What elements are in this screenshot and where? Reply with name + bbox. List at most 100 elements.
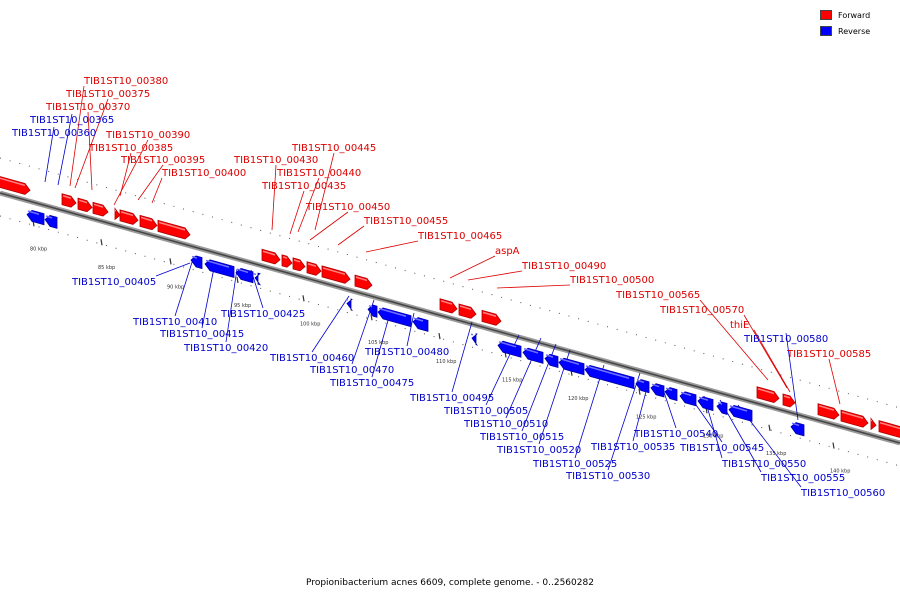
leader-line <box>365 240 419 253</box>
reverse-gene-arrow <box>190 255 203 270</box>
reverse-gene-arrow <box>664 387 678 402</box>
gene-label-tib1st10-00405: TIB1ST10_00405 <box>71 277 156 288</box>
reverse-gene-arrow-highlight <box>665 387 673 391</box>
gene-label-tib1st10-00470: TIB1ST10_00470 <box>309 365 394 376</box>
gene-arrows <box>0 176 900 438</box>
gene-label-tib1st10-00465: TIB1ST10_00465 <box>417 231 502 242</box>
kbp-tick-mark <box>832 442 835 449</box>
kbp-ticks: 80 kbp 85 kbp 90 kbp 95 kbp 100 kbp 105 kbp 11… <box>30 220 850 475</box>
leader-line <box>225 268 238 343</box>
reverse-gene-arrow <box>254 272 261 286</box>
leader-line <box>113 139 149 206</box>
legend-label-reverse: Reverse <box>838 26 871 36</box>
reverse-gene-arrow-highlight <box>498 341 517 348</box>
gene-labels: TIB1ST10_00380 TIB1ST10_00375 TIB1ST10_003… <box>11 76 885 499</box>
kbp-tick-label: 80 kbp <box>30 246 47 252</box>
kbp-tick-mark <box>638 388 641 395</box>
gene-label-tib1st10-00540: TIB1ST10_00540 <box>633 429 718 440</box>
leader-line <box>314 152 335 231</box>
forward-gene-arrow <box>870 417 877 431</box>
reverse-gene-arrow-highlight <box>378 307 407 317</box>
reverse-gene-arrow-highlight <box>698 396 709 401</box>
gene-label-tib1st10-00480: TIB1ST10_00480 <box>364 347 449 358</box>
leader-line <box>151 177 163 204</box>
gene-label-tib1st10-00560: TIB1ST10_00560 <box>800 488 885 499</box>
reverse-gene-arrow-highlight <box>45 215 53 219</box>
kbp-tick-mark <box>236 276 239 284</box>
gene-label-aspa: aspA <box>495 246 520 257</box>
leader-line <box>119 152 132 197</box>
forward-gene-arrow-highlight <box>783 395 791 399</box>
reverse-gene-arrow-highlight <box>252 273 257 276</box>
gene-label-tib1st10-00435: TIB1ST10_00435 <box>261 181 346 192</box>
forward-gene-arrow-highlight <box>158 221 186 231</box>
gene-label-tib1st10-00555: TIB1ST10_00555 <box>760 473 845 484</box>
gene-label-thie: thiE <box>730 320 749 331</box>
gene-label-tib1st10-00365: TIB1ST10_00365 <box>29 115 114 126</box>
gene-label-tib1st10-00525: TIB1ST10_00525 <box>532 459 617 470</box>
forward-swatch <box>820 10 832 20</box>
leader-line <box>174 255 195 317</box>
forward-gene-arrow-highlight <box>0 177 26 187</box>
legend-label-forward: Forward <box>838 10 871 20</box>
legend: Forward Reverse <box>820 8 890 40</box>
genome-title: Propionibacterium acnes 6609, complete g… <box>306 578 594 588</box>
gene-label-tib1st10-00580: TIB1ST10_00580 <box>743 334 828 345</box>
reverse-gene-arrow-highlight <box>717 401 723 405</box>
gene-label-tib1st10-00450: TIB1ST10_00450 <box>305 202 390 213</box>
reverse-gene-arrow <box>497 340 522 358</box>
forward-gene-arrow-highlight <box>757 388 775 395</box>
reverse-gene-arrow <box>377 307 412 328</box>
gene-label-tib1st10-00545: TIB1ST10_00545 <box>679 443 764 454</box>
gene-label-tib1st10-00460: TIB1ST10_00460 <box>269 353 354 364</box>
kbp-tick-label: 120 kbp <box>568 396 588 402</box>
leader-line <box>57 113 73 186</box>
forward-gene-arrow <box>878 420 900 438</box>
gene-label-tib1st10-00425: TIB1ST10_00425 <box>220 309 305 320</box>
reverse-gene-arrow <box>471 333 478 346</box>
forward-gene-arrow-highlight <box>355 276 368 282</box>
reverse-gene-arrow <box>522 347 544 364</box>
gene-label-tib1st10-00415: TIB1ST10_00415 <box>159 329 244 340</box>
kbp-tick-label: 105 kbp <box>368 340 388 346</box>
gene-label-tib1st10-00570: TIB1ST10_00570 <box>659 305 744 316</box>
gene-label-tib1st10-00370: TIB1ST10_00370 <box>45 102 130 113</box>
forward-gene-arrow-highlight <box>282 256 288 259</box>
reverse-gene-arrow <box>412 317 429 332</box>
forward-gene-arrow-highlight <box>841 411 864 419</box>
gene-label-tib1st10-00390: TIB1ST10_00390 <box>105 130 190 141</box>
kbp-tick-label: 130 kbp <box>703 433 723 439</box>
leader-line <box>44 126 55 183</box>
leader-line <box>632 383 649 442</box>
reverse-gene-arrow <box>635 379 650 394</box>
reverse-gene-arrow-highlight <box>191 255 198 259</box>
gene-label-tib1st10-00385: TIB1ST10_00385 <box>88 143 173 154</box>
leader-line <box>743 314 788 389</box>
leader-line <box>155 262 191 277</box>
legend-item-reverse: Reverse <box>820 24 890 38</box>
reverse-gene-arrow-highlight <box>413 317 424 322</box>
leader-line <box>74 98 109 189</box>
kbp-tick-label: 125 kbp <box>636 415 656 421</box>
leader-line <box>467 270 523 281</box>
leader-line <box>87 111 93 191</box>
forward-gene-arrow-highlight <box>93 203 104 208</box>
genome-backbone-core <box>0 192 900 444</box>
kbp-tick-mark <box>768 424 771 431</box>
gene-label-tib1st10-00410: TIB1ST10_00410 <box>132 317 217 328</box>
leader-line <box>297 177 320 233</box>
reverse-gene-arrow-highlight <box>791 422 800 427</box>
leader-line <box>271 164 277 231</box>
reverse-gene-arrow <box>544 353 559 369</box>
reverse-gene-arrow-highlight <box>559 358 580 366</box>
reverse-gene-arrow-highlight <box>368 305 373 308</box>
reverse-gene-arrow-highlight <box>27 210 40 216</box>
leader-line <box>311 295 350 353</box>
reverse-gene-arrow <box>697 396 714 412</box>
leader-line <box>828 358 841 405</box>
gene-label-tib1st10-00550: TIB1ST10_00550 <box>721 459 806 470</box>
leader-line <box>699 299 769 381</box>
gene-label-tib1st10-00535: TIB1ST10_00535 <box>590 442 675 453</box>
forward-gene-arrow-highlight <box>818 405 835 411</box>
gene-label-tib1st10-00490: TIB1ST10_00490 <box>521 261 606 272</box>
